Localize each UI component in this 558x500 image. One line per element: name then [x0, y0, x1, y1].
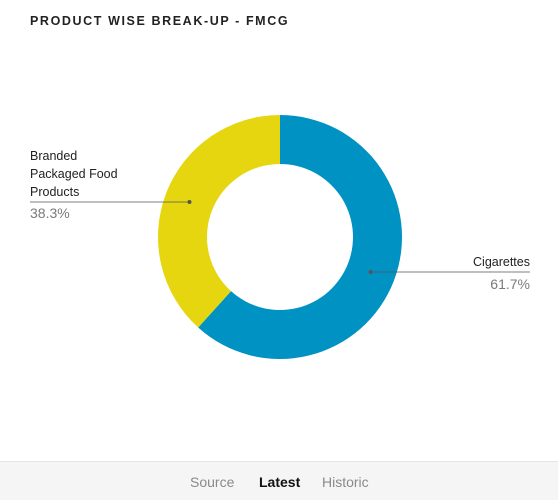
value-label-branded-packaged-food-products: 38.3% — [30, 205, 70, 221]
tab-latest[interactable]: Latest — [259, 474, 301, 490]
tab-historic[interactable]: Historic — [322, 474, 369, 490]
value-label-cigarettes: 61.7% — [490, 276, 530, 292]
leader-dot-branded-packaged-food-products — [187, 200, 192, 204]
donut-chart: Cigarettes 61.7% Branded Packaged Food Produ… — [30, 114, 530, 359]
leader-dot-cigarettes — [368, 270, 373, 274]
label-cigarettes: Cigarettes — [473, 255, 530, 269]
slice-cigarettes[interactable] — [198, 115, 403, 359]
chart-title: PRODUCT WISE BREAK-UP - FMCG — [30, 14, 290, 28]
tab-source[interactable]: Source — [190, 474, 235, 490]
slice-branded-packaged-food-products[interactable] — [158, 114, 280, 328]
label-branded-packaged-food-products: Branded Packaged Food Products — [30, 149, 118, 199]
footer-tab-bar: Source Latest Historic — [0, 461, 558, 500]
